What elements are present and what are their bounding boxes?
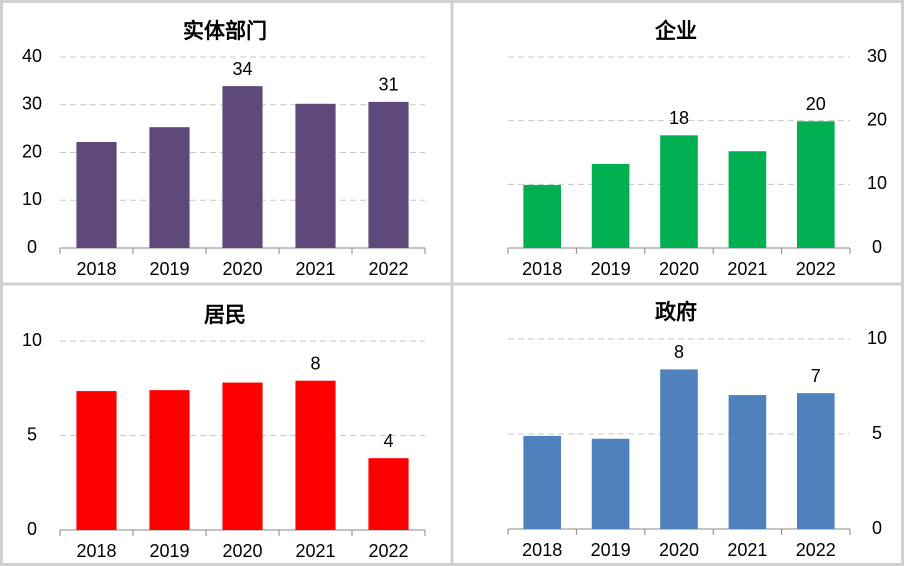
y-tick-label: 10 [22, 189, 42, 209]
bar [76, 391, 117, 530]
value-label: 8 [674, 342, 684, 362]
x-tick-label: 2021 [727, 259, 767, 279]
value-label: 20 [806, 94, 826, 114]
bar [660, 135, 698, 248]
value-label: 18 [669, 108, 689, 128]
x-tick-label: 2022 [368, 259, 408, 279]
chart-title: 居民 [204, 303, 246, 327]
bar [796, 121, 835, 248]
y-tick-label: 20 [22, 141, 42, 161]
x-tick-label: 2020 [222, 259, 262, 279]
y-tick-label: 10 [867, 173, 887, 193]
x-tick-label: 2021 [295, 259, 335, 279]
bar [368, 101, 409, 248]
y-tick-label: 5 [872, 423, 882, 443]
bar [523, 435, 562, 529]
x-tick-label: 2022 [796, 259, 836, 279]
x-tick-label: 2019 [149, 259, 189, 279]
bar [368, 458, 409, 530]
y-tick-label: 30 [22, 94, 42, 114]
x-tick-label: 2018 [76, 259, 116, 279]
x-tick-label: 2021 [727, 540, 767, 560]
y-tick-label: 0 [872, 237, 882, 257]
x-tick-label: 2019 [591, 259, 631, 279]
x-tick-label: 2020 [659, 540, 699, 560]
y-tick-label: 0 [27, 237, 37, 257]
bar [591, 163, 630, 248]
x-tick-label: 2020 [659, 259, 699, 279]
y-tick-label: 40 [22, 46, 42, 66]
bar [523, 184, 562, 248]
bar [222, 382, 263, 530]
x-tick-label: 2018 [522, 259, 562, 279]
y-tick-label: 10 [22, 330, 42, 350]
value-label: 4 [383, 431, 393, 451]
x-tick-label: 2018 [76, 541, 116, 561]
bar [222, 86, 263, 248]
y-tick-label: 5 [27, 424, 37, 444]
value-label: 8 [310, 353, 320, 373]
bar [660, 369, 698, 529]
bar [728, 151, 767, 248]
bar [295, 103, 336, 248]
x-tick-label: 2019 [591, 540, 631, 560]
y-tick-label: 30 [867, 46, 887, 66]
bar [591, 438, 630, 529]
value-label: 7 [811, 366, 821, 386]
chart-title: 企业 [654, 19, 697, 43]
y-tick-label: 0 [872, 518, 882, 538]
bar [76, 141, 117, 248]
y-tick-label: 20 [867, 109, 887, 129]
value-label: 34 [232, 59, 252, 79]
chart-title: 实体部门 [183, 19, 267, 43]
x-tick-label: 2022 [796, 540, 836, 560]
chart-title: 政府 [655, 300, 697, 324]
x-tick-label: 2022 [368, 541, 408, 561]
value-label: 31 [378, 75, 398, 95]
bar [149, 390, 190, 530]
x-tick-label: 2021 [295, 541, 335, 561]
x-tick-label: 2019 [149, 541, 189, 561]
x-tick-label: 2020 [222, 541, 262, 561]
y-tick-label: 10 [867, 328, 887, 348]
bar [295, 380, 336, 530]
bar [149, 127, 190, 248]
bar [796, 393, 835, 529]
y-tick-label: 0 [27, 519, 37, 539]
x-tick-label: 2018 [522, 540, 562, 560]
bar [728, 395, 767, 529]
